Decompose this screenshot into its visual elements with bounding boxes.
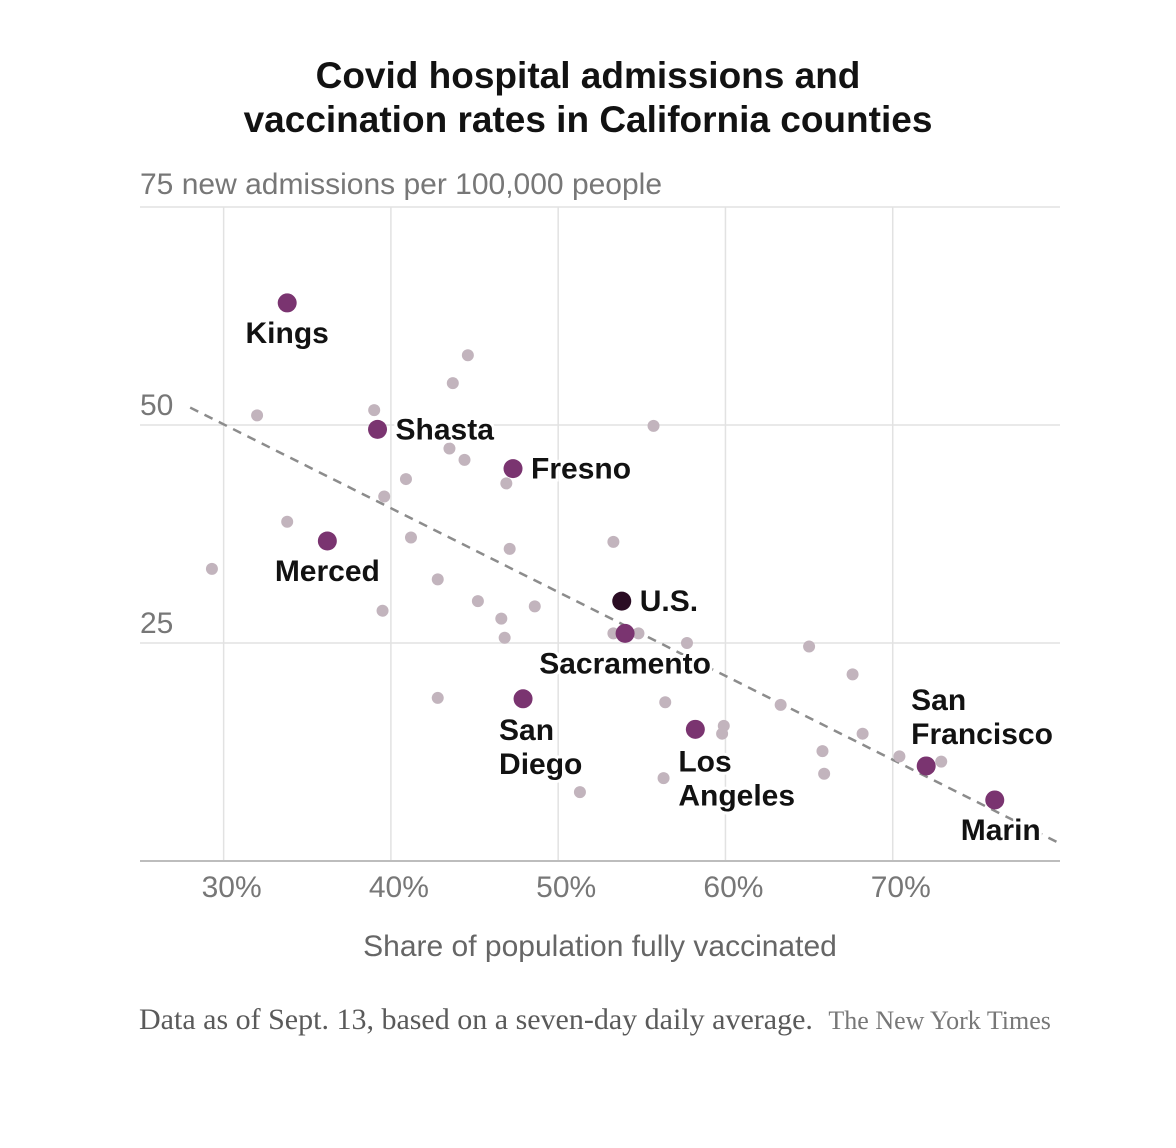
county-point [471, 595, 484, 608]
county-point [378, 490, 391, 503]
x-tick-label: 40% [369, 871, 429, 904]
labeled-point [615, 623, 635, 643]
county-point [816, 745, 829, 758]
point-label: Los [678, 745, 731, 778]
point-label: U.S. [640, 585, 698, 618]
x-tick-label: 70% [871, 871, 931, 904]
county-point [657, 772, 670, 785]
county-point [803, 640, 816, 653]
county-point [251, 409, 264, 422]
county-point [528, 600, 541, 613]
y-axis-top-label: 75 new admissions per 100,000 people [140, 168, 662, 201]
point-label: Marin [961, 814, 1041, 847]
county-point [443, 442, 456, 455]
y-tick-label: 50 [140, 389, 173, 422]
county-point [774, 698, 787, 711]
x-tick-label: 50% [536, 871, 596, 904]
point-label: Diego [499, 748, 582, 781]
labeled-points-layer: Kings Shasta Fresno Merced U.S. Sacramento San… [243, 293, 1056, 850]
labeled-point [916, 756, 936, 776]
county-point [431, 691, 444, 704]
county-point [680, 637, 693, 649]
county-point [607, 535, 620, 548]
county-point [399, 473, 412, 486]
note-text: Data as of Sept. 13, based on a seven-da… [139, 1003, 813, 1036]
county-point [717, 719, 730, 732]
county-point [818, 767, 831, 780]
county-point [935, 755, 948, 768]
county-point [404, 531, 417, 544]
credit-text: The New York Times [828, 1006, 1051, 1035]
chart-title-line-2: vaccination rates in California counties [243, 99, 933, 140]
point-label: Fresno [531, 453, 631, 486]
county-point [573, 786, 586, 799]
county-point [205, 562, 218, 575]
labeled-point [985, 790, 1005, 810]
county-point [431, 573, 444, 586]
county-point [376, 604, 389, 617]
point-label: Merced [275, 555, 380, 588]
labeled-point [368, 419, 388, 439]
county-point [846, 668, 859, 681]
point-label: San [499, 714, 554, 747]
labeled-point [503, 459, 523, 479]
county-point [368, 404, 381, 417]
point-label: Kings [246, 317, 329, 350]
x-tick-label: 30% [202, 871, 262, 904]
county-point [498, 631, 511, 644]
y-tick-label: 25 [140, 607, 173, 640]
county-point [893, 750, 906, 763]
labeled-point [612, 591, 632, 611]
county-point [503, 542, 516, 555]
county-point [632, 627, 645, 640]
other-counties-layer [205, 349, 948, 799]
labeled-point [317, 531, 337, 551]
county-point [659, 696, 672, 709]
county-point [500, 477, 513, 490]
point-label: Sacramento [539, 647, 711, 680]
grid-layer: 25 50 [140, 206, 1060, 861]
point-label: Angeles [678, 779, 795, 812]
point-label: Francisco [911, 718, 1053, 751]
county-point [856, 727, 869, 740]
county-point [446, 377, 459, 390]
county-point [495, 612, 508, 625]
x-axis: 30% 40% 50% 60% 70% [140, 860, 1060, 904]
x-tick-label: 60% [703, 871, 763, 904]
chart-title: Covid hospital admissions and vaccinatio… [0, 54, 1176, 142]
point-label: San [911, 684, 966, 717]
county-point [458, 453, 471, 466]
county-point [647, 419, 660, 432]
source-note: Data as of Sept. 13, based on a seven-da… [139, 1000, 1059, 1041]
labeled-point [513, 689, 533, 709]
county-point [281, 515, 294, 528]
labeled-point [277, 293, 297, 313]
labeled-point [685, 719, 705, 739]
point-label: Shasta [396, 413, 495, 446]
chart-title-line-1: Covid hospital admissions and [315, 55, 861, 96]
county-point [461, 349, 474, 362]
x-axis-title: Share of population fully vaccinated [363, 930, 837, 963]
